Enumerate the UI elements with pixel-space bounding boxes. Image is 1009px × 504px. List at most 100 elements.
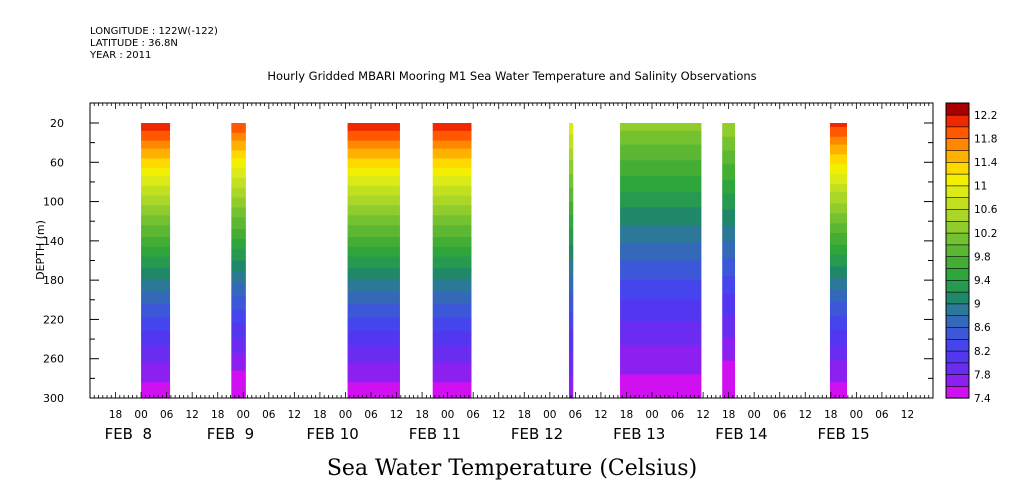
temperature-band <box>141 181 171 185</box>
temperature-band <box>347 376 400 379</box>
temperature-band <box>722 362 736 366</box>
temperature-band <box>141 183 171 187</box>
temperature-band <box>568 299 574 303</box>
temperature-band <box>568 170 574 173</box>
temperature-band <box>231 344 246 348</box>
temperature-band <box>620 339 702 342</box>
x-day-label: FEB 8 <box>105 425 152 443</box>
temperature-band <box>722 376 736 379</box>
temperature-band <box>141 270 171 273</box>
temperature-band <box>432 197 472 201</box>
x-hour-label: 12 <box>185 409 198 421</box>
temperature-band <box>620 325 702 328</box>
temperature-band <box>829 368 847 372</box>
temperature-band <box>722 140 736 144</box>
temperature-band <box>829 203 847 207</box>
temperature-band <box>432 233 472 236</box>
temperature-band <box>347 286 400 289</box>
temperature-band <box>432 205 472 209</box>
temperature-band <box>568 260 574 264</box>
data-segment <box>829 123 847 399</box>
temperature-band <box>829 195 847 199</box>
x-hour-label: 00 <box>850 409 863 421</box>
temperature-band <box>347 187 400 191</box>
temperature-band <box>568 225 574 228</box>
temperature-band <box>568 240 574 244</box>
colorbar-label: 7.8 <box>974 369 991 381</box>
chart-title: Hourly Gridded MBARI Mooring M1 Sea Wate… <box>267 69 756 83</box>
temperature-band <box>231 144 246 148</box>
temperature-band <box>829 176 847 179</box>
temperature-band <box>432 174 472 177</box>
temperature-band <box>231 352 246 356</box>
temperature-band <box>231 146 246 150</box>
temperature-band <box>231 140 246 144</box>
temperature-band <box>620 132 702 136</box>
temperature-band <box>347 268 400 271</box>
temperature-band <box>347 396 400 399</box>
temperature-band <box>829 378 847 381</box>
temperature-band <box>829 197 847 201</box>
temperature-band <box>620 176 702 179</box>
y-tick-label: 220 <box>43 313 64 326</box>
temperature-band <box>432 258 472 262</box>
temperature-band <box>568 179 574 183</box>
x-hour-label: 00 <box>747 409 760 421</box>
temperature-band <box>568 250 574 254</box>
temperature-band <box>231 225 246 228</box>
temperature-band <box>347 260 400 264</box>
temperature-band <box>568 244 574 248</box>
temperature-band <box>347 362 400 366</box>
temperature-band <box>432 189 472 193</box>
temperature-band <box>347 368 400 372</box>
temperature-band <box>432 289 472 293</box>
temperature-band <box>432 124 472 128</box>
temperature-band <box>231 321 246 324</box>
temperature-band <box>568 150 574 154</box>
temperature-band <box>568 376 574 379</box>
temperature-band <box>722 138 736 142</box>
x-hour-label: 12 <box>390 409 403 421</box>
temperature-band <box>231 276 246 279</box>
temperature-band <box>568 201 574 205</box>
temperature-band <box>347 231 400 234</box>
temperature-band <box>231 331 246 334</box>
temperature-band <box>141 335 171 338</box>
temperature-band <box>432 221 472 224</box>
temperature-band <box>432 325 472 328</box>
temperature-band <box>620 372 702 376</box>
temperature-band <box>432 266 472 269</box>
temperature-band <box>432 288 472 291</box>
temperature-band <box>231 378 246 381</box>
temperature-band <box>231 376 246 379</box>
x-hour-label: 18 <box>824 409 837 421</box>
temperature-band <box>432 291 472 295</box>
temperature-band <box>141 236 171 240</box>
temperature-band <box>722 276 736 279</box>
temperature-band <box>829 335 847 338</box>
temperature-band <box>141 174 171 177</box>
temperature-band <box>722 211 736 214</box>
colorbar-swatch <box>945 126 970 139</box>
temperature-band <box>347 321 400 324</box>
temperature-band <box>568 276 574 279</box>
x-hour-label: 00 <box>237 409 250 421</box>
temperature-band <box>620 368 702 372</box>
temperature-band <box>620 299 702 303</box>
temperature-band <box>829 286 847 289</box>
temperature-band <box>568 289 574 293</box>
temperature-band <box>829 364 847 368</box>
temperature-band <box>620 295 702 299</box>
temperature-band <box>347 176 400 179</box>
temperature-band <box>722 307 736 311</box>
temperature-band <box>141 148 171 152</box>
temperature-band <box>432 244 472 248</box>
temperature-band <box>568 293 574 297</box>
temperature-band <box>432 309 472 313</box>
temperature-band <box>347 299 400 303</box>
temperature-band <box>432 264 472 267</box>
temperature-band <box>432 187 472 191</box>
temperature-band <box>620 378 702 381</box>
temperature-band <box>620 382 702 385</box>
temperature-band <box>620 168 702 171</box>
